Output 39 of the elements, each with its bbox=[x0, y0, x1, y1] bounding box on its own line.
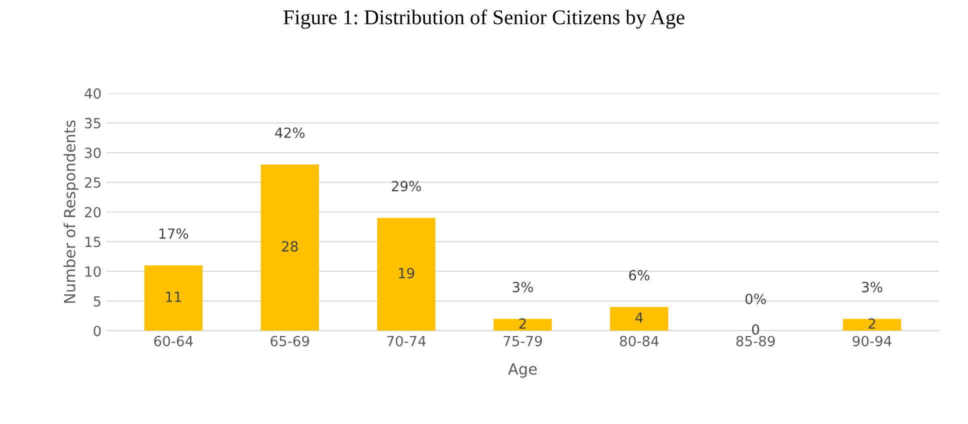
bar bbox=[377, 218, 436, 331]
annotation: 0% bbox=[745, 294, 766, 304]
x-tick-label: 80-84 bbox=[620, 336, 659, 346]
y-tick-label: 0 bbox=[94, 326, 101, 336]
annotation: 42% bbox=[275, 127, 305, 138]
annotation: 29% bbox=[392, 180, 421, 192]
data-label: 28 bbox=[282, 241, 298, 252]
y-tick-label: 10 bbox=[85, 266, 101, 277]
y-tick-label: 15 bbox=[85, 236, 100, 248]
data-label: 4 bbox=[635, 312, 643, 323]
y-tick-label: 35 bbox=[85, 118, 100, 128]
x-tick-label: 60-64 bbox=[154, 336, 193, 346]
annotation: 3% bbox=[862, 282, 882, 292]
chart-title: Figure 1: Distribution of Senior Citizens by Age bbox=[284, 10, 684, 29]
y-tick-label: 5 bbox=[94, 296, 100, 307]
bar bbox=[260, 164, 319, 331]
annotation: 17% bbox=[160, 228, 188, 239]
y-axis-title: Number of Respondents bbox=[64, 120, 78, 303]
x-tick-label: 85-89 bbox=[736, 336, 775, 346]
bar bbox=[494, 318, 552, 331]
bar bbox=[610, 306, 668, 331]
x-tick-label: 90-94 bbox=[852, 336, 892, 346]
data-label: 0 bbox=[752, 324, 760, 335]
x-tick-label: 65-69 bbox=[270, 336, 310, 346]
x-tick-label: 75-79 bbox=[504, 336, 542, 346]
x-axis-title: Age bbox=[508, 363, 537, 378]
x-tick-label: 70-74 bbox=[387, 336, 426, 346]
annotation: 3% bbox=[512, 282, 533, 292]
data-label: 2 bbox=[868, 318, 876, 329]
annotation: 6% bbox=[629, 270, 650, 280]
y-tick-label: 25 bbox=[84, 177, 100, 188]
data-label: 19 bbox=[398, 268, 414, 278]
y-tick-label: 40 bbox=[84, 88, 101, 99]
y-tick-label: 20 bbox=[84, 206, 101, 218]
data-label: 11 bbox=[166, 292, 181, 302]
bar bbox=[144, 265, 203, 331]
bar bbox=[842, 318, 902, 331]
y-tick-label: 30 bbox=[85, 148, 101, 158]
data-label: 2 bbox=[519, 318, 526, 329]
